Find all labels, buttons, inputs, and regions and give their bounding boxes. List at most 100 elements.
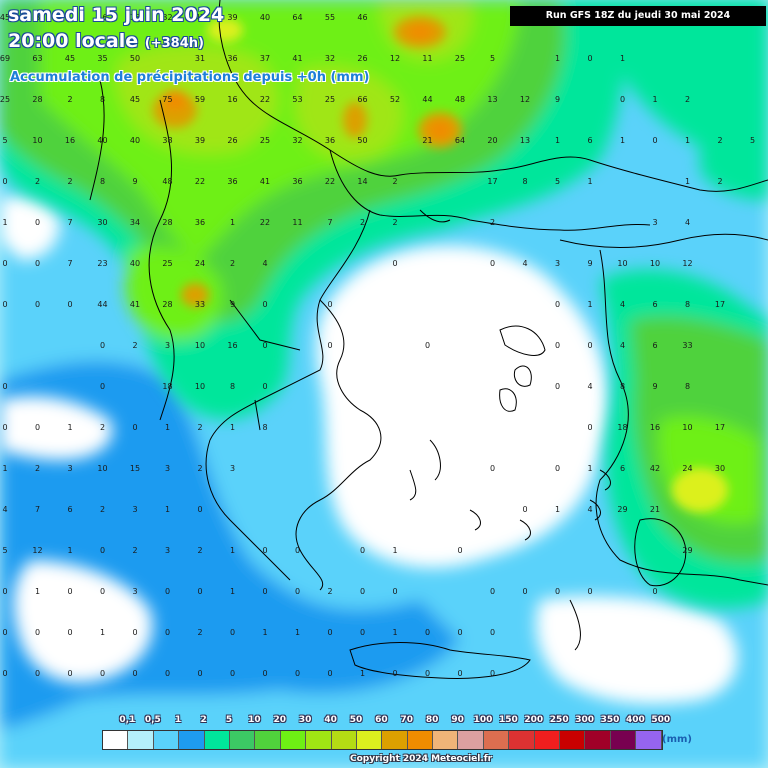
grid-value: 3 xyxy=(165,546,170,555)
grid-value: 34 xyxy=(130,218,140,227)
grid-value: 0 xyxy=(35,300,40,309)
grid-value: 55 xyxy=(325,13,335,22)
grid-value: 0 xyxy=(197,505,202,514)
grid-value: 0 xyxy=(197,587,202,596)
grid-value: 50 xyxy=(357,136,367,145)
grid-value: 0 xyxy=(425,341,430,350)
grid-value: 52 xyxy=(390,95,400,104)
grid-value: 0 xyxy=(100,341,105,350)
grid-value: 9 xyxy=(132,177,137,186)
grid-value: 1 xyxy=(2,464,7,473)
legend-tick-label: 300 xyxy=(575,715,594,725)
grid-value: 2 xyxy=(35,177,40,186)
grid-value: 16 xyxy=(97,13,107,22)
grid-value: 31 xyxy=(195,54,205,63)
grid-value: 0 xyxy=(392,259,397,268)
grid-value: 2 xyxy=(717,177,722,186)
grid-value: 2 xyxy=(392,218,397,227)
legend-tick-label: 150 xyxy=(498,715,518,725)
legend-swatch xyxy=(585,731,611,749)
grid-value: 3 xyxy=(132,505,137,514)
grid-value: 2 xyxy=(197,423,202,432)
grid-value: 0 xyxy=(165,628,170,637)
grid-value: 4 xyxy=(620,341,625,350)
grid-value: 0 xyxy=(587,54,592,63)
grid-value: 1 xyxy=(67,546,72,555)
grid-value: 0 xyxy=(2,259,7,268)
grid-value: 0 xyxy=(555,382,560,391)
grid-value: 1 xyxy=(620,136,625,145)
grid-value: 1 xyxy=(620,54,625,63)
grid-value: 17 xyxy=(715,423,725,432)
grid-value: 0 xyxy=(295,669,300,678)
grid-value: 36 xyxy=(195,218,205,227)
legend-tick-label: 250 xyxy=(549,715,569,725)
grid-value: 9 xyxy=(587,259,592,268)
grid-value: 42 xyxy=(650,464,660,473)
grid-value: 8 xyxy=(100,177,105,186)
legend-tick-label: 200 xyxy=(524,715,544,725)
grid-value: 0 xyxy=(2,587,7,596)
legend-tick-label: 2 xyxy=(200,715,207,725)
grid-value: 0 xyxy=(360,546,365,555)
grid-value: 0 xyxy=(392,669,397,678)
grid-value: 0 xyxy=(35,669,40,678)
grid-value: 2 xyxy=(392,177,397,186)
grid-value: 21 xyxy=(650,505,660,514)
grid-value: 20 xyxy=(487,136,497,145)
grid-value: 0 xyxy=(555,300,560,309)
grid-value: 1 xyxy=(652,95,657,104)
grid-value: 10 xyxy=(195,382,205,391)
grid-value: 6 xyxy=(652,300,657,309)
grid-value: 14 xyxy=(357,177,367,186)
grid-value: 0 xyxy=(490,587,495,596)
grid-value: 4 xyxy=(587,505,592,514)
grid-value: 0 xyxy=(652,136,657,145)
grid-value: 12 xyxy=(682,259,692,268)
grid-value: 64 xyxy=(455,136,465,145)
legend-swatch xyxy=(331,731,357,749)
grid-value: 9 xyxy=(652,382,657,391)
grid-value: 1 xyxy=(100,628,105,637)
grid-value: 44 xyxy=(97,300,107,309)
grid-value: 10 xyxy=(32,136,42,145)
legend-swatch xyxy=(204,731,230,749)
grid-value: 1 xyxy=(295,628,300,637)
grid-value: 0 xyxy=(555,341,560,350)
legend-tick-label: 500 xyxy=(651,715,671,725)
grid-value: 0 xyxy=(652,587,657,596)
grid-value: 3 xyxy=(132,587,137,596)
grid-value: 0 xyxy=(35,259,40,268)
grid-value: 0 xyxy=(425,628,430,637)
grid-value: 0 xyxy=(100,587,105,596)
grid-value: 0 xyxy=(100,546,105,555)
grid-value: 1 xyxy=(392,628,397,637)
grid-value: 0 xyxy=(392,587,397,596)
grid-value: 9 xyxy=(230,300,235,309)
grid-value: 2 xyxy=(490,218,495,227)
grid-value: 13 xyxy=(487,95,497,104)
grid-value: 32 xyxy=(325,54,335,63)
grid-value: 1 xyxy=(165,505,170,514)
grid-value: 12 xyxy=(520,95,530,104)
legend-color-bar xyxy=(102,730,663,750)
grid-value: 41 xyxy=(292,54,302,63)
legend-tick-label: 80 xyxy=(425,715,439,725)
grid-value: 33 xyxy=(682,341,692,350)
grid-value: 2 xyxy=(197,546,202,555)
grid-value: 0 xyxy=(587,587,592,596)
grid-value: 36 xyxy=(292,177,302,186)
grid-value: 8 xyxy=(522,177,527,186)
grid-value: 36 xyxy=(325,136,335,145)
grid-value: 0 xyxy=(2,628,7,637)
grid-value: 0 xyxy=(620,95,625,104)
grid-value: 10 xyxy=(97,464,107,473)
grid-value: 2 xyxy=(197,464,202,473)
grid-value: 5 xyxy=(555,177,560,186)
grid-value: 2 xyxy=(717,136,722,145)
grid-value: 16 xyxy=(650,423,660,432)
grid-value: 9 xyxy=(555,95,560,104)
grid-value: 0 xyxy=(2,669,7,678)
